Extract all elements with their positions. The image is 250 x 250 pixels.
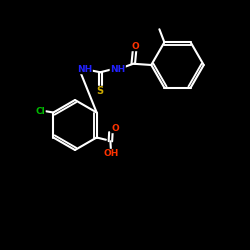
Text: OH: OH [103, 149, 118, 158]
Text: Cl: Cl [36, 107, 45, 116]
Text: O: O [131, 42, 139, 51]
Text: NH: NH [77, 65, 92, 74]
Text: S: S [97, 86, 104, 96]
Text: NH: NH [110, 65, 126, 74]
Text: O: O [112, 124, 119, 133]
